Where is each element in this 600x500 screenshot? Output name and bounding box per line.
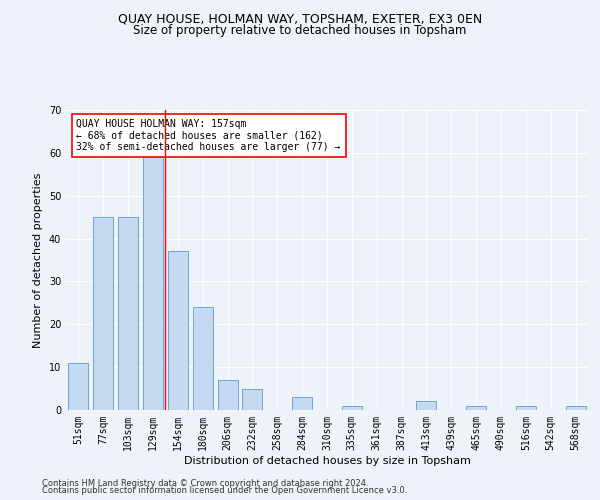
Bar	[168, 252, 188, 410]
Text: QUAY HOUSE HOLMAN WAY: 157sqm
← 68% of detached houses are smaller (162)
32% of : QUAY HOUSE HOLMAN WAY: 157sqm ← 68% of d…	[76, 119, 341, 152]
Bar	[68, 363, 88, 410]
Bar	[566, 406, 586, 410]
Bar	[118, 217, 138, 410]
X-axis label: Distribution of detached houses by size in Topsham: Distribution of detached houses by size …	[184, 456, 470, 466]
Text: Size of property relative to detached houses in Topsham: Size of property relative to detached ho…	[133, 24, 467, 37]
Text: Contains public sector information licensed under the Open Government Licence v3: Contains public sector information licen…	[42, 486, 407, 495]
Bar	[466, 406, 486, 410]
Bar	[516, 406, 536, 410]
Bar	[416, 402, 436, 410]
Bar	[292, 397, 312, 410]
Bar	[218, 380, 238, 410]
Bar	[193, 307, 212, 410]
Y-axis label: Number of detached properties: Number of detached properties	[33, 172, 43, 348]
Text: Contains HM Land Registry data © Crown copyright and database right 2024.: Contains HM Land Registry data © Crown c…	[42, 478, 368, 488]
Text: QUAY HOUSE, HOLMAN WAY, TOPSHAM, EXETER, EX3 0EN: QUAY HOUSE, HOLMAN WAY, TOPSHAM, EXETER,…	[118, 12, 482, 26]
Bar	[342, 406, 362, 410]
Bar	[242, 388, 262, 410]
Bar	[94, 217, 113, 410]
Bar	[143, 157, 163, 410]
